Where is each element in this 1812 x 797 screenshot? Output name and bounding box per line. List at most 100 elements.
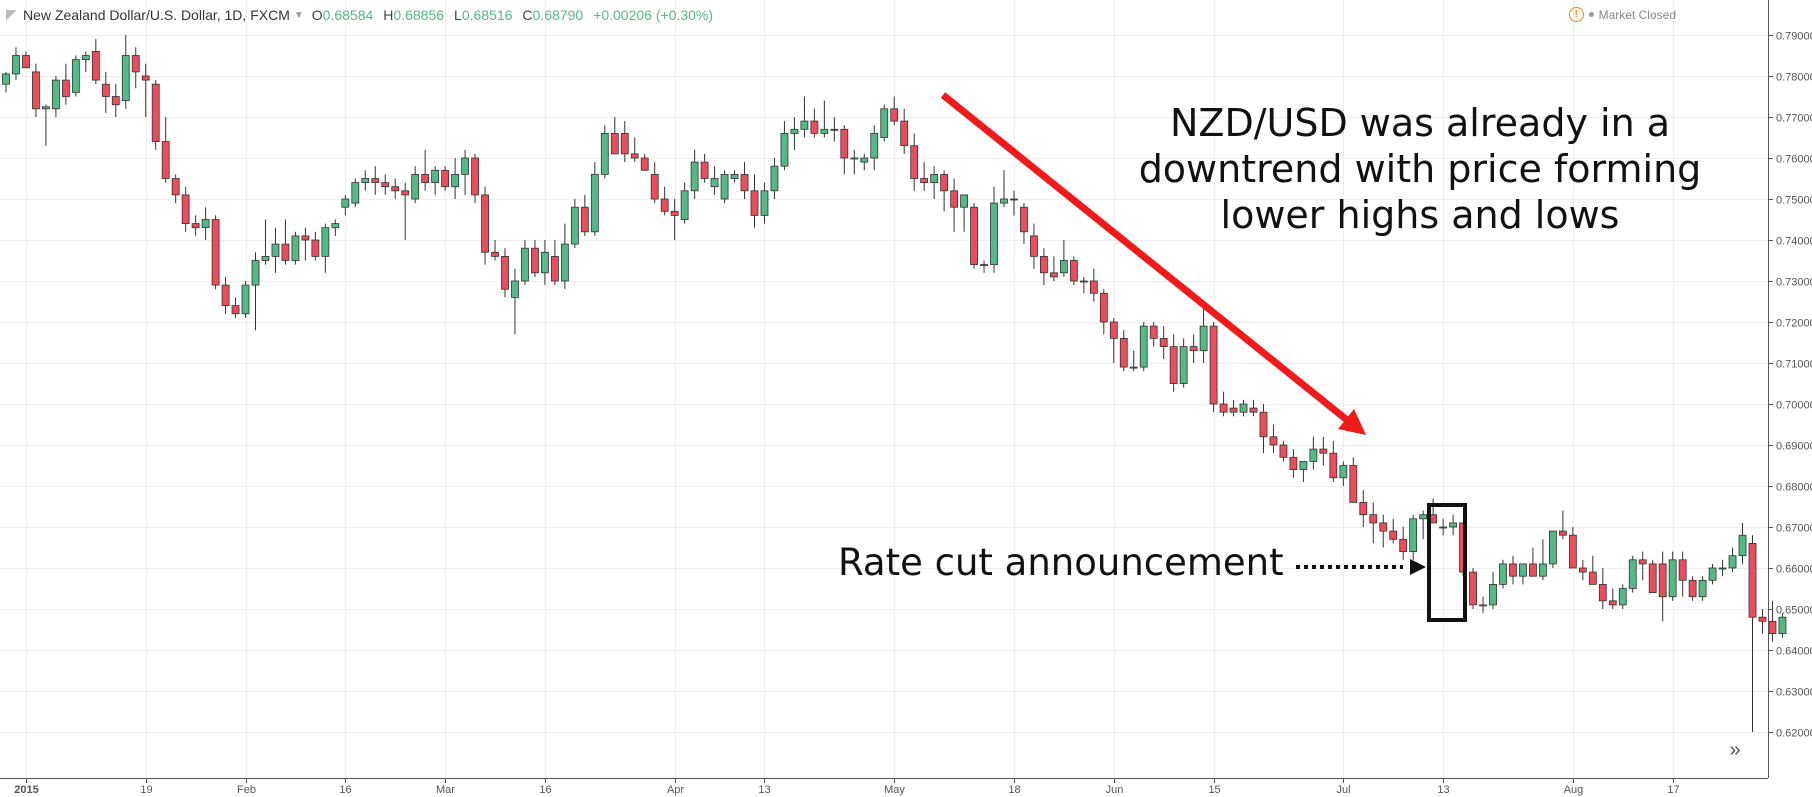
candle-body: [281, 243, 290, 261]
candle: [81, 51, 90, 72]
y-tick-label: 0.78000: [1776, 72, 1812, 84]
candle: [690, 149, 699, 199]
candle: [461, 149, 469, 195]
candle-body: [1219, 403, 1228, 413]
candle: [1748, 535, 1757, 732]
candle: [321, 223, 330, 273]
candle: [960, 194, 968, 232]
x-tick-label: 13: [1437, 784, 1449, 796]
y-tick-label: 0.76000: [1776, 154, 1812, 166]
candle: [700, 153, 709, 183]
y-tick-label: 0.63000: [1776, 687, 1812, 699]
candle: [900, 108, 909, 154]
candle-body: [740, 173, 749, 192]
candle-body: [1648, 563, 1657, 594]
candle-body: [1628, 559, 1637, 589]
candle: [920, 162, 929, 191]
candle: [1678, 551, 1687, 597]
downtrend-line-2: downtrend with price forming: [1138, 147, 1702, 191]
candle-body: [471, 157, 479, 196]
scroll-to-latest-button[interactable]: »: [1729, 739, 1741, 761]
candle: [1439, 518, 1448, 536]
candle-body: [1129, 366, 1138, 369]
candle: [710, 166, 719, 195]
candle: [1099, 289, 1108, 335]
candle-body: [541, 251, 549, 274]
candle: [32, 63, 40, 117]
candle-body: [1728, 555, 1737, 569]
candle: [551, 240, 559, 286]
candle-body: [211, 219, 220, 286]
candle-body: [1698, 579, 1707, 598]
candle-body: [870, 132, 879, 159]
candle: [1658, 551, 1667, 622]
symbol-title[interactable]: New Zealand Dollar/U.S. Dollar, 1D, FXCM: [23, 7, 290, 23]
candle-body: [1089, 280, 1098, 294]
candle-body: [640, 157, 649, 171]
candle-body: [940, 173, 949, 192]
candle: [810, 108, 819, 138]
chevron-down-icon[interactable]: ▼: [293, 9, 304, 21]
candle-body: [650, 173, 659, 200]
candle: [660, 186, 669, 216]
candle-body: [1369, 514, 1378, 524]
candle-body: [201, 219, 210, 229]
candle-body: [1099, 292, 1108, 323]
candle: [1079, 276, 1088, 294]
candle-body: [1319, 448, 1328, 454]
candle: [161, 117, 170, 183]
candle: [511, 268, 519, 335]
x-tick-label: 15: [1208, 784, 1220, 796]
candle-body: [850, 157, 859, 160]
candle: [1389, 518, 1398, 544]
candle-body: [331, 223, 340, 229]
candle: [22, 51, 30, 69]
candle: [620, 121, 629, 163]
candle-body: [1239, 403, 1248, 413]
candle: [131, 47, 140, 89]
candle-body: [1059, 260, 1068, 274]
y-tick-label: 0.73000: [1776, 277, 1812, 289]
market-status: ! Market Closed: [1568, 7, 1676, 22]
candle: [71, 55, 80, 97]
candle-body: [790, 128, 799, 134]
candle: [361, 170, 370, 191]
x-tick-label: Mar: [436, 784, 455, 796]
open-readout: O0.68584: [311, 7, 374, 23]
candle: [1578, 559, 1587, 581]
candle-body: [91, 51, 100, 81]
candle-body: [1588, 571, 1597, 585]
candle-body: [600, 132, 609, 175]
candle: [1349, 457, 1358, 503]
status-dot-icon: [1588, 12, 1594, 17]
candle-body: [630, 153, 639, 159]
candle: [371, 166, 380, 195]
candle: [261, 219, 270, 265]
candle: [790, 117, 799, 150]
y-tick-label: 0.74000: [1776, 236, 1812, 248]
candle-body: [1199, 325, 1208, 352]
candle-body: [491, 251, 499, 257]
candle: [630, 137, 639, 163]
x-tick-label: Jul: [1336, 784, 1350, 796]
candle: [441, 166, 450, 191]
candle-body: [1309, 448, 1318, 462]
rate-cut-highlight-box: [1427, 503, 1467, 622]
candle-body: [291, 235, 300, 261]
candle: [570, 199, 579, 249]
candle-body: [531, 247, 539, 274]
candle: [580, 194, 589, 236]
x-tick-label: 16: [539, 784, 551, 796]
candle-body: [930, 173, 939, 183]
candle: [1199, 305, 1208, 363]
candle-body: [960, 194, 968, 208]
candle: [141, 63, 150, 117]
candle-body: [1489, 584, 1497, 606]
candle: [1089, 268, 1098, 302]
candle: [720, 170, 729, 204]
candle-body: [1549, 530, 1557, 565]
candle-body: [251, 260, 260, 286]
candle-body: [1259, 411, 1268, 438]
candle: [42, 104, 50, 146]
